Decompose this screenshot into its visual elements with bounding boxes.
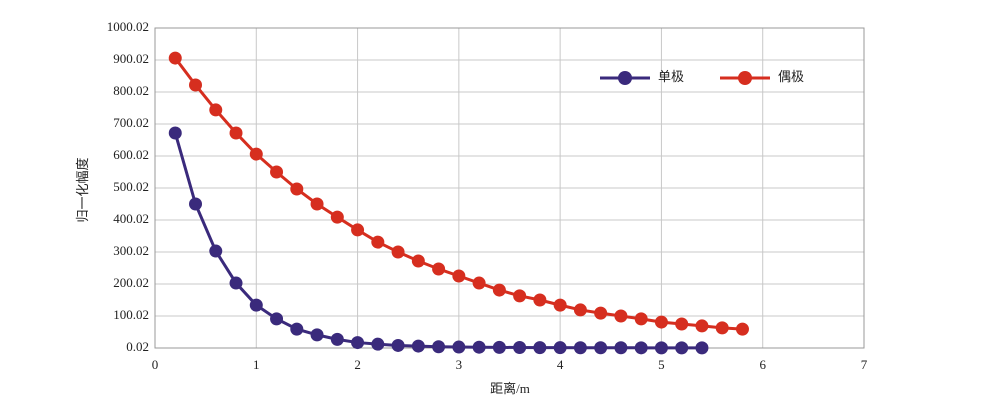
data-point [452, 340, 466, 354]
x-axis-label: 距离/m [490, 381, 530, 396]
data-point [513, 289, 527, 303]
data-point [249, 298, 263, 312]
y-tick-label: 900.02 [113, 51, 149, 66]
x-tick-label: 3 [456, 357, 463, 372]
data-point [351, 223, 365, 237]
data-point [270, 312, 284, 326]
data-point [371, 235, 385, 249]
data-point [452, 269, 466, 283]
data-point [229, 126, 243, 140]
data-point [553, 341, 567, 355]
data-point [310, 328, 324, 342]
data-point [695, 341, 709, 355]
y-tick-label: 600.02 [113, 147, 149, 162]
legend-label: 单极 [658, 69, 684, 84]
data-point [209, 244, 223, 258]
y-tick-label: 800.02 [113, 83, 149, 98]
data-point [654, 315, 668, 329]
y-tick-label: 100.02 [113, 307, 149, 322]
data-point [168, 51, 182, 65]
data-point [168, 126, 182, 140]
data-point [472, 340, 486, 354]
x-tick-label: 2 [354, 357, 361, 372]
x-tick-label: 6 [759, 357, 766, 372]
data-point [229, 276, 243, 290]
y-tick-label: 0.02 [126, 339, 149, 354]
data-point [715, 321, 729, 335]
data-point [573, 303, 587, 317]
data-point [432, 262, 446, 276]
data-point [411, 254, 425, 268]
x-tick-label: 0 [152, 357, 159, 372]
data-point [533, 341, 547, 355]
y-tick-label: 1000.02 [107, 19, 149, 34]
data-point [594, 306, 608, 320]
data-point [351, 336, 365, 350]
data-point [209, 103, 223, 117]
legend-label: 偶极 [778, 69, 804, 84]
data-point [634, 312, 648, 326]
legend-marker [618, 71, 632, 85]
data-point [695, 319, 709, 333]
data-point [594, 341, 608, 355]
y-tick-label: 200.02 [113, 275, 149, 290]
data-point [492, 340, 506, 354]
data-point [391, 245, 405, 259]
data-point [189, 78, 203, 92]
data-point [472, 276, 486, 290]
data-point [371, 337, 385, 351]
y-tick-label: 500.02 [113, 179, 149, 194]
data-point [189, 197, 203, 211]
data-point [270, 165, 284, 179]
data-point [330, 210, 344, 224]
data-point [735, 322, 749, 336]
y-tick-label: 700.02 [113, 115, 149, 130]
data-point [290, 182, 304, 196]
data-point [675, 317, 689, 331]
data-point [573, 341, 587, 355]
y-tick-label: 300.02 [113, 243, 149, 258]
x-tick-label: 5 [658, 357, 665, 372]
data-point [330, 332, 344, 346]
data-point [675, 341, 689, 355]
y-tick-label: 400.02 [113, 211, 149, 226]
x-tick-label: 7 [861, 357, 868, 372]
data-point [634, 341, 648, 355]
x-tick-label: 1 [253, 357, 260, 372]
data-point [391, 338, 405, 352]
data-point [614, 341, 628, 355]
data-point [310, 197, 324, 211]
data-point [411, 339, 425, 353]
legend-marker [738, 71, 752, 85]
data-point [432, 340, 446, 354]
data-point [249, 147, 263, 161]
y-axis-label: 归一化幅度 [75, 157, 90, 222]
data-point [654, 341, 668, 355]
data-point [513, 341, 527, 355]
data-point [492, 283, 506, 297]
data-point [614, 309, 628, 323]
data-point [533, 293, 547, 307]
x-tick-label: 4 [557, 357, 564, 372]
data-point [553, 298, 567, 312]
data-point [290, 322, 304, 336]
